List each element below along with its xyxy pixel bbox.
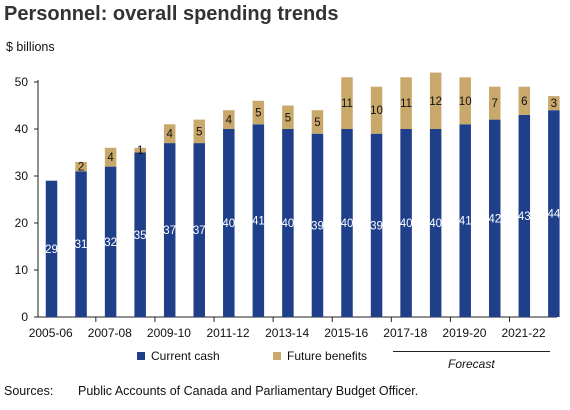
bar-current-cash-value: 39 (311, 220, 324, 232)
forecast-label: Forecast (448, 357, 495, 371)
bar-future-benefits (75, 161, 87, 172)
y-axis-unit: $ billions (6, 40, 55, 54)
bar-current-cash (311, 133, 324, 317)
bar-current-cash-value: 31 (75, 239, 88, 251)
bar-future-benefits (518, 86, 531, 115)
x-tick-label: 2017-18 (383, 326, 427, 340)
bar-current-cash (163, 143, 176, 317)
bar-future-benefits-value: 4 (166, 129, 173, 141)
x-tick-label: 2015-16 (324, 326, 368, 340)
bar-current-cash-value: 37 (163, 225, 176, 237)
bar-future-benefits-value: 5 (196, 126, 202, 138)
bar-future-benefits-value: 12 (429, 96, 442, 108)
bar-future-benefits-value: 6 (521, 96, 527, 108)
bar-current-cash (548, 110, 560, 317)
bar-future-benefits-value: 3 (551, 98, 557, 110)
bar-current-cash (341, 129, 353, 317)
bar-current-cash (104, 166, 117, 317)
bar-future-benefits-value: 5 (285, 112, 291, 124)
bar-future-benefits-value: 4 (226, 115, 233, 127)
x-tick-label: 2009-10 (147, 326, 191, 340)
bar-current-cash-value: 40 (341, 218, 354, 230)
bar-current-cash-value: 44 (547, 209, 560, 221)
bar-future-benefits (489, 86, 501, 120)
bar-future-benefits (223, 110, 235, 129)
bar-future-benefits-value: 11 (341, 98, 353, 110)
bar-future-benefits-value: 11 (400, 98, 412, 110)
legend-future-benefits-swatch (273, 352, 281, 360)
x-tick-label: 2005-06 (29, 326, 73, 340)
bar-current-cash (489, 119, 501, 317)
bar-current-cash-value: 32 (104, 237, 117, 249)
bar-current-cash-value: 40 (400, 218, 413, 230)
bar-current-cash-value: 42 (488, 213, 501, 225)
x-tick-label: 2013-14 (265, 326, 309, 340)
bar-future-benefits (163, 124, 176, 144)
y-tick-label: 0 (21, 310, 28, 324)
bar-current-cash (429, 129, 442, 317)
bar-future-benefits (400, 77, 412, 129)
bar-future-benefits-value: 1 (137, 145, 143, 157)
bar-current-cash-value: 35 (134, 230, 147, 242)
bar-current-cash-value: 40 (222, 218, 235, 230)
bar-current-cash (134, 152, 146, 317)
legend-current-cash: Current cash (137, 349, 220, 363)
legend-future-benefits-label: Future benefits (287, 349, 368, 363)
bar-current-cash-value: 41 (459, 216, 472, 228)
bar-future-benefits (459, 77, 471, 125)
bar-current-cash-value: 41 (252, 216, 265, 228)
bar-future-benefits-value: 10 (370, 105, 383, 117)
bar-current-cash-value: 39 (370, 220, 383, 232)
bar-future-benefits-value: 7 (492, 98, 498, 110)
bar-future-benefits-value: 5 (314, 117, 320, 129)
bar-current-cash-value: 40 (429, 218, 442, 230)
x-tick-label: 2019-20 (442, 326, 486, 340)
y-tick-label: 10 (15, 263, 29, 277)
bar-current-cash (252, 124, 265, 317)
bar-future-benefits-value: 4 (107, 152, 114, 164)
bar-current-cash (370, 133, 383, 317)
bar-future-benefits-value: 5 (255, 108, 261, 120)
bar-current-cash-value: 40 (282, 218, 295, 230)
legend-current-cash-label: Current cash (151, 349, 220, 363)
y-tick-label: 30 (15, 169, 29, 183)
y-tick-label: 40 (15, 122, 29, 136)
bar-future-benefits-value: 2 (78, 162, 84, 174)
y-tick-label: 50 (15, 75, 29, 89)
bar-future-benefits (193, 119, 205, 144)
forecast-bracket-line (393, 351, 550, 352)
legend-current-cash-swatch (137, 352, 145, 360)
x-tick-label: 2021-22 (502, 326, 546, 340)
bar-current-cash (459, 124, 471, 317)
bar-current-cash (45, 180, 58, 317)
x-tick-label: 2011-12 (206, 326, 249, 340)
chart-title: Personnel: overall spending trends (4, 3, 339, 25)
bar-future-benefits (252, 100, 265, 125)
bar-current-cash-value: 37 (193, 225, 206, 237)
bar-future-benefits (429, 72, 442, 129)
bar-future-benefits (548, 96, 560, 111)
bar-current-cash (400, 129, 412, 317)
bar-future-benefits (370, 86, 383, 134)
x-tick-label: 2007-08 (88, 326, 132, 340)
bar-current-cash (518, 114, 531, 318)
bar-future-benefits (282, 105, 294, 129)
bar-future-benefits (134, 147, 146, 153)
bar-future-benefits (311, 110, 324, 134)
bar-current-cash (193, 143, 205, 317)
sources-note: Sources: Public Accounts of Canada and Pa… (4, 384, 418, 398)
bar-current-cash (282, 129, 294, 317)
bar-current-cash (75, 171, 87, 317)
legend-future-benefits: Future benefits (273, 349, 367, 363)
bar-future-benefits-value: 10 (459, 96, 472, 108)
bar-current-cash (223, 129, 235, 317)
sources-label: Sources: (4, 384, 54, 398)
bar-future-benefits (104, 147, 117, 167)
bar-current-cash-value: 29 (45, 244, 58, 256)
bar-current-cash-value: 43 (518, 211, 531, 223)
bar-future-benefits (341, 77, 353, 129)
y-tick-label: 20 (15, 216, 29, 230)
sources-text: Public Accounts of Canada and Parliament… (78, 384, 419, 398)
